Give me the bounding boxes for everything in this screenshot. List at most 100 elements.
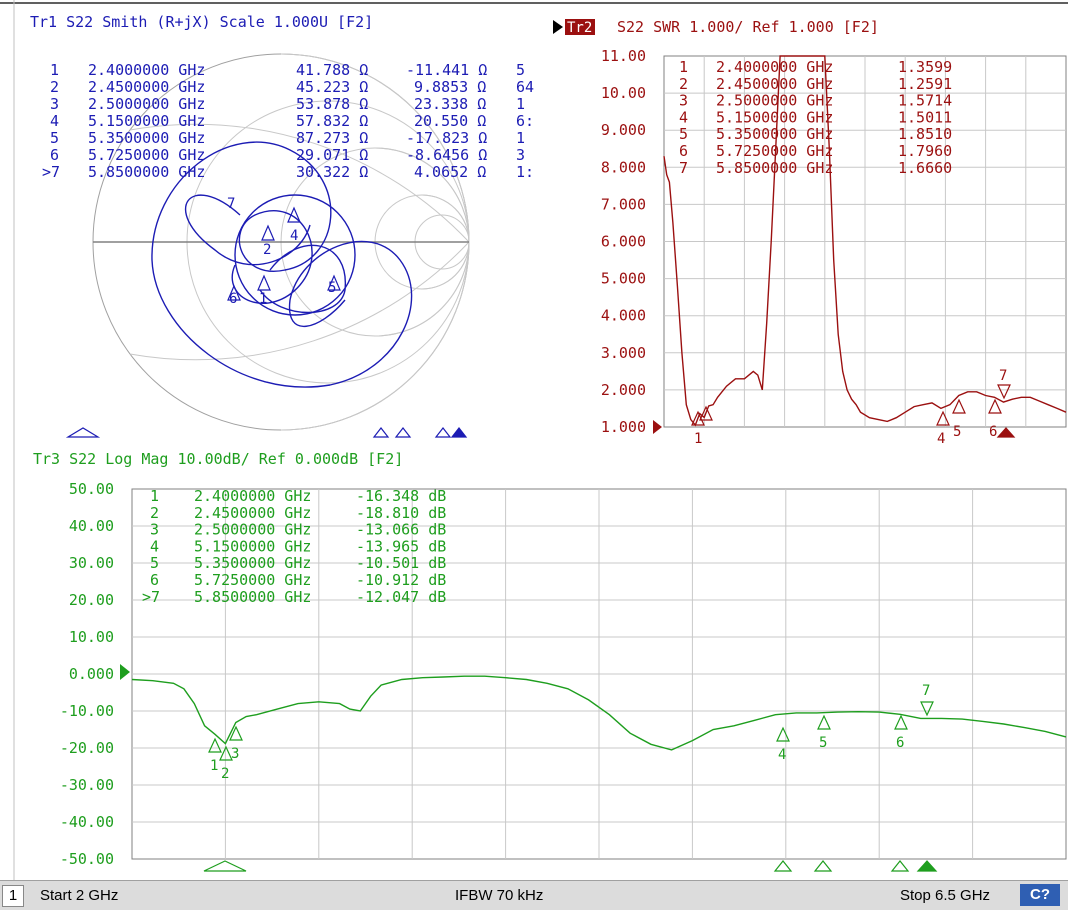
logmag-marker-n: 2 <box>150 504 159 522</box>
logmag-marker-triangle <box>208 737 222 753</box>
logmag-marker-label: 6 <box>896 735 904 751</box>
swr-ytick-label: 6.000 <box>601 233 646 251</box>
smith-marker-7-r: 30.322 Ω <box>296 163 368 181</box>
logmag-ref-arrow-icon <box>120 664 130 680</box>
smith-marker-3-r: 53.878 Ω <box>296 95 368 113</box>
logmag-ytick-label: 0.000 <box>69 665 114 683</box>
smith-x-arc <box>374 241 470 337</box>
swr-marker-v: 1.2591 <box>898 75 952 93</box>
active-trace-badge-label: Tr2 <box>567 20 592 36</box>
swr-marker-v: 1.5011 <box>898 108 952 126</box>
smith-bottom-marker <box>65 427 101 438</box>
start-frequency[interactable]: Start 2 GHz <box>40 887 119 904</box>
smith-marker-6-extra: 3 <box>516 146 525 164</box>
smith-marker-label: 4 <box>290 228 298 244</box>
logmag-panel[interactable]: Tr3 S22 Log Mag 10.00dB/ Ref 0.000dB [F2… <box>33 450 1067 872</box>
swr-ref-arrow-icon <box>653 420 662 434</box>
swr-panel[interactable]: Tr2 S22 SWR 1.000/ Ref 1.000 [F2] 11.001… <box>553 18 1067 447</box>
smith-marker-7-x: 4.0652 Ω <box>414 163 486 181</box>
stop-frequency[interactable]: Stop 6.5 GHz <box>900 887 991 904</box>
smith-marker-2-extra: 64 <box>516 78 534 96</box>
smith-marker-3-n: 3 <box>50 95 59 113</box>
swr-ytick-label: 1.000 <box>601 418 646 436</box>
swr-marker-triangle <box>936 410 950 426</box>
swr-bottom-marker-active <box>996 427 1016 438</box>
smith-marker-5-r: 87.273 Ω <box>296 129 368 147</box>
ifbw-setting[interactable]: IFBW 70 kHz <box>455 887 544 904</box>
logmag-yticks: 50.00 40.00 30.00 20.00 10.00 0.000 -10.00 -20.… <box>60 480 114 868</box>
logmag-marker-n: >7 <box>142 588 160 606</box>
swr-ytick-label: 9.000 <box>601 121 646 139</box>
swr-marker-f: 5.7250000 GHz <box>716 142 833 160</box>
swr-marker-triangle <box>699 405 713 421</box>
smith-marker-label: 6 <box>229 291 237 307</box>
swr-marker-triangle <box>952 398 966 414</box>
smith-marker-6-r: 29.071 Ω <box>296 146 368 164</box>
smith-marker-7-freq: 5.8500000 GHz <box>88 163 205 181</box>
smith-markers: 6 1 2 4 5 7 <box>227 196 341 307</box>
logmag-marker-label: 3 <box>231 746 239 762</box>
swr-markers: 1 4 5 6 7 <box>691 368 1016 447</box>
smith-panel[interactable]: Tr1 S22 Smith (R+jX) Scale 1.000U [F2] <box>30 13 534 438</box>
logmag-marker-triangle <box>229 725 243 741</box>
swr-grid <box>663 55 1067 428</box>
logmag-marker-n: 1 <box>150 487 159 505</box>
smith-marker-7-extra: 1: <box>516 163 534 181</box>
logmag-ytick-label: -40.00 <box>60 813 114 831</box>
swr-ytick-label: 2.000 <box>601 381 646 399</box>
smith-marker-5-extra: 1 <box>516 129 525 147</box>
swr-marker-table: 1 2.4000000 GHz 1.3599 2 2.4500000 GHz 1.2591… <box>679 58 952 177</box>
swr-ytick-label: 4.000 <box>601 307 646 325</box>
smith-marker-row: 3 2.5000000 GHz 53.878 Ω 23.338 Ω 1 <box>50 95 525 113</box>
logmag-marker-v: -10.912 dB <box>356 571 446 589</box>
smith-marker-4-r: 57.832 Ω <box>296 112 368 130</box>
swr-marker-label: 5 <box>953 424 961 440</box>
smith-marker-row: 6 5.7250000 GHz 29.071 Ω -8.6456 Ω 3 <box>50 146 525 164</box>
smith-marker-2-x: 9.8853 Ω <box>414 78 486 96</box>
logmag-ytick-label: -20.00 <box>60 739 114 757</box>
logmag-bottom-marker <box>203 860 247 872</box>
display-background <box>0 0 1068 880</box>
logmag-ytick-label: -10.00 <box>60 702 114 720</box>
logmag-marker-triangle <box>219 745 233 761</box>
logmag-marker-v: -10.501 dB <box>356 554 446 572</box>
smith-marker-2-n: 2 <box>50 78 59 96</box>
smith-marker-1-extra: 5 <box>516 61 525 79</box>
swr-marker-v: 1.5714 <box>898 92 952 110</box>
channel-indicator[interactable]: 1 <box>2 885 24 907</box>
logmag-marker-triangle <box>776 726 790 742</box>
smith-bottom-markers <box>65 427 468 438</box>
logmag-grid <box>131 488 1067 860</box>
logmag-marker-label: 5 <box>819 735 827 751</box>
logmag-ytick-label: -30.00 <box>60 776 114 794</box>
smith-marker-triangle <box>327 274 341 291</box>
swr-trace <box>663 55 1067 427</box>
swr-marker-n: 6 <box>679 142 688 160</box>
logmag-marker-v: -18.810 dB <box>356 504 446 522</box>
smith-marker-label: 1 <box>259 291 267 307</box>
swr-marker-n: 5 <box>679 125 688 143</box>
calibration-status-button[interactable]: C? <box>1020 884 1060 906</box>
smith-trace-loop <box>234 194 356 316</box>
analyzer-display: Tr1 S22 Smith (R+jX) Scale 1.000U [F2] <box>0 0 1068 880</box>
logmag-marker-v: -13.965 dB <box>356 537 446 555</box>
smith-trace-path <box>184 194 311 266</box>
smith-bottom-marker <box>394 427 412 438</box>
swr-ytick-label: 11.00 <box>601 47 646 65</box>
logmag-ytick-label: 20.00 <box>69 591 114 609</box>
smith-marker-2-freq: 2.4500000 GHz <box>88 78 205 96</box>
smith-marker-4-extra: 6: <box>516 112 534 130</box>
smith-header: Tr1 S22 Smith (R+jX) Scale 1.000U [F2] <box>30 13 373 31</box>
logmag-bottom-marker <box>773 860 793 872</box>
smith-marker-1-n: 1 <box>50 61 59 79</box>
swr-marker-label: 4 <box>937 431 945 447</box>
logmag-marker-table: 1 2.4000000 GHz -16.348 dB 2 2.4500000 GHz -1… <box>142 487 446 606</box>
smith-marker-triangle <box>257 274 271 291</box>
smith-marker-row: >7 5.8500000 GHz 30.322 Ω 4.0652 Ω 1: <box>42 163 534 181</box>
swr-marker-n: 4 <box>679 108 688 126</box>
logmag-marker-label: 4 <box>778 747 786 763</box>
smith-x-arc <box>280 241 470 431</box>
smith-marker-1-r: 41.788 Ω <box>296 61 368 79</box>
logmag-marker-n: 6 <box>150 571 159 589</box>
smith-marker-4-x: 20.550 Ω <box>414 112 486 130</box>
